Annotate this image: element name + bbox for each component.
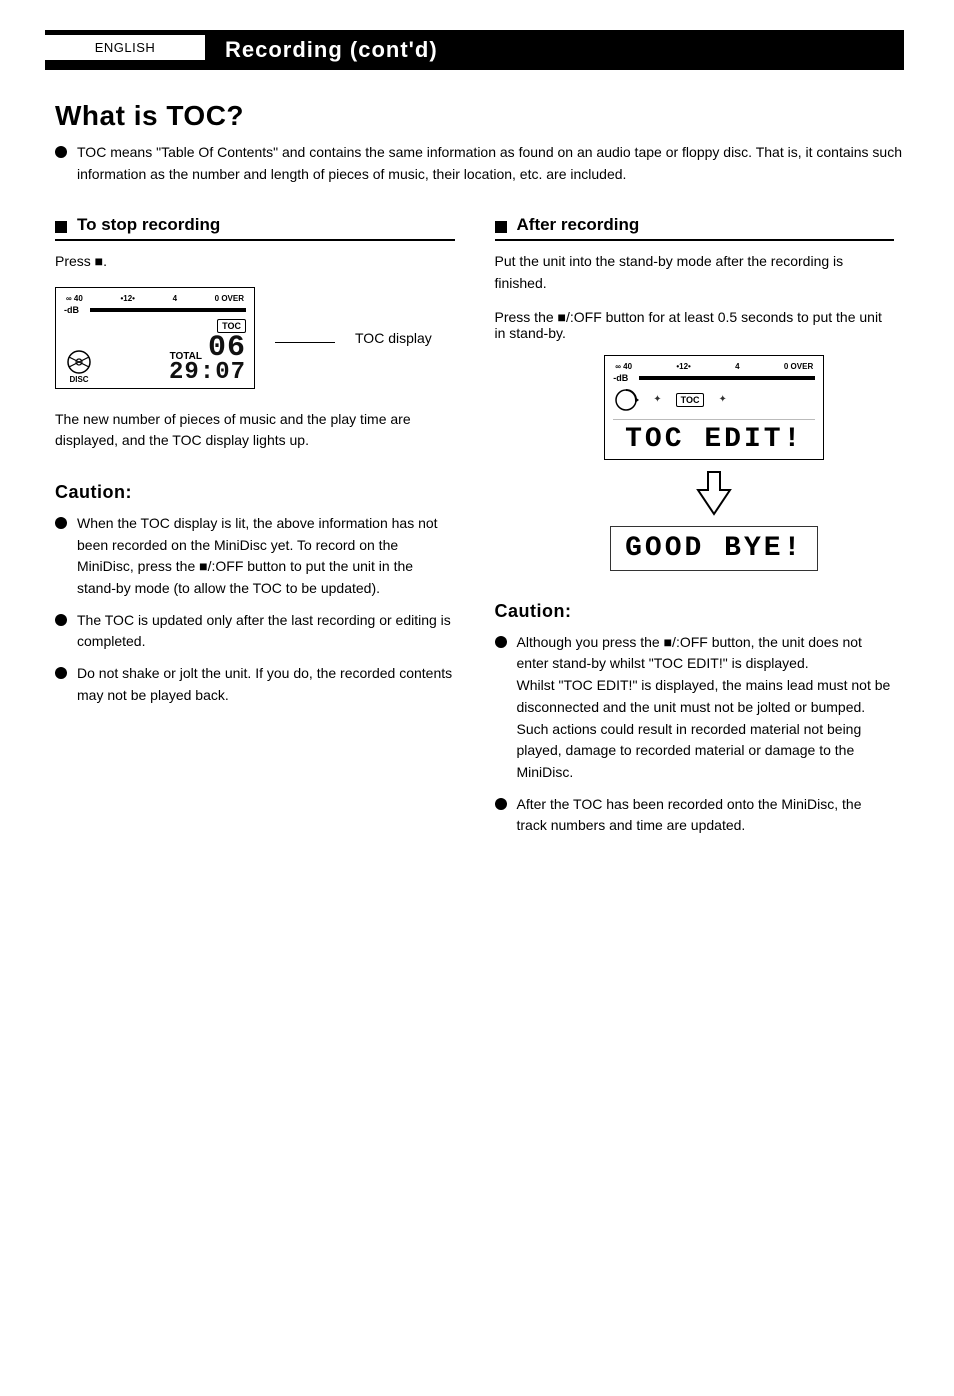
toc-display-caption: TOC display — [355, 330, 432, 346]
caution-heading-right: Caution: — [495, 601, 895, 622]
spin-icon — [613, 387, 639, 413]
bullet-icon — [55, 667, 67, 679]
lcd2-meter-labels: ∞ 40 •12• 4 0 OVER — [613, 362, 815, 373]
bullet-icon — [55, 614, 67, 626]
stop-recording-heading: To stop recording — [55, 215, 455, 241]
bullet-icon — [55, 146, 67, 158]
lcd2-meter: -dB — [613, 373, 815, 383]
caution-item-text: Although you press the ■/:OFF button, th… — [517, 632, 895, 784]
good-bye-text: GOOD BYE! — [610, 526, 818, 571]
time-display: 29:07 — [169, 362, 246, 384]
after-recording-heading: After recording — [495, 215, 895, 241]
lede-text: TOC means "Table Of Contents" and contai… — [77, 142, 904, 185]
post-para: The new number of pieces of music and th… — [55, 409, 455, 452]
after-para1: Put the unit into the stand-by mode afte… — [495, 251, 895, 294]
bullet-icon — [495, 798, 507, 810]
caution-item: Although you press the ■/:OFF button, th… — [495, 632, 895, 784]
arrow-down-icon — [694, 470, 734, 516]
caution-item-text: After the TOC has been recorded onto the… — [517, 794, 895, 837]
press-stop-text: Press ■. — [55, 251, 455, 273]
disc-icon: DISC — [64, 349, 94, 384]
toc-pill: TOC — [676, 393, 705, 407]
lcd1-meter-labels: ∞ 40 •12• 4 0 OVER — [64, 294, 246, 305]
page-title: What is TOC? — [55, 100, 904, 132]
stop-recording-heading-text: To stop recording — [77, 215, 220, 235]
disc-label: DISC — [64, 375, 94, 384]
top-bar: ENGLISH Recording (cont'd) — [45, 30, 904, 70]
bullet-icon — [55, 517, 67, 529]
lede-block: TOC means "Table Of Contents" and contai… — [55, 142, 904, 185]
lcd1-wrap: ∞ 40 •12• 4 0 OVER -dB TOC — [55, 287, 455, 389]
language-tab: ENGLISH — [45, 30, 205, 65]
left-column: To stop recording Press ■. ∞ 40 •12• 4 0… — [55, 215, 455, 847]
toc-edit-text: TOC EDIT! — [613, 419, 815, 455]
lcd2-wrap: ∞ 40 •12• 4 0 OVER -dB — [535, 355, 895, 571]
caution-item-text: The TOC is updated only after the last r… — [77, 610, 455, 653]
bullet-icon — [495, 636, 507, 648]
page-sheet: ENGLISH Recording (cont'd) What is TOC? … — [0, 0, 954, 1396]
caution-heading-left: Caution: — [55, 482, 455, 503]
caution-item-text: Do not shake or jolt the unit. If you do… — [77, 663, 455, 706]
lcd1-meter: -dB — [64, 305, 246, 315]
right-column: After recording Put the unit into the st… — [495, 215, 895, 847]
caution-item: Do not shake or jolt the unit. If you do… — [55, 663, 455, 706]
lcd1-info-row: DISC TOTAL 06 29:07 — [64, 335, 246, 384]
lcd1: ∞ 40 •12• 4 0 OVER -dB TOC — [55, 287, 255, 389]
caution-item: When the TOC display is lit, the above i… — [55, 513, 455, 600]
caution-item: After the TOC has been recorded onto the… — [495, 794, 895, 837]
track-number: 06 — [208, 335, 246, 362]
columns: To stop recording Press ■. ∞ 40 •12• 4 0… — [55, 215, 894, 847]
caution-item: The TOC is updated only after the last r… — [55, 610, 455, 653]
after-recording-heading-text: After recording — [517, 215, 640, 235]
caution-item-text: When the TOC display is lit, the above i… — [77, 513, 455, 600]
square-bullet-icon — [495, 221, 507, 233]
section-title-bar: Recording (cont'd) — [205, 30, 904, 70]
after-para2: Press the ■/:OFF button for at least 0.5… — [495, 309, 895, 341]
lcd2: ∞ 40 •12• 4 0 OVER -dB — [604, 355, 824, 460]
callout-line — [275, 342, 335, 343]
square-bullet-icon — [55, 221, 67, 233]
